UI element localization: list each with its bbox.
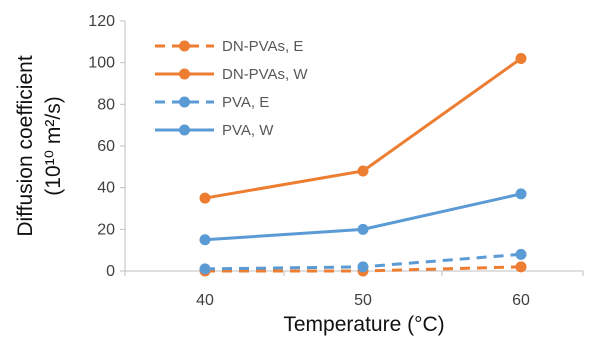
series-pva-e <box>199 248 527 275</box>
legend-label: DN-PVAs, W <box>222 66 308 83</box>
data-point <box>357 223 369 235</box>
legend-swatch-marker <box>179 124 190 136</box>
series-pva-w <box>199 188 527 246</box>
legend: DN-PVAs, E DN-PVAs, W PVA, E PVA, W <box>155 38 308 139</box>
data-point <box>515 248 527 260</box>
y-tick-label: 120 <box>88 13 115 30</box>
x-tick-label: 60 <box>512 292 530 309</box>
series-layer <box>199 53 527 277</box>
y-axis: 0 20 40 60 80 100 120 <box>88 13 126 280</box>
y-tick-label: 20 <box>97 221 115 238</box>
data-point <box>199 192 211 204</box>
y-tick-label: 100 <box>88 55 115 72</box>
legend-label: PVA, W <box>222 122 274 139</box>
legend-item: PVA, W <box>155 122 274 139</box>
data-point <box>515 188 527 200</box>
y-axis-title-line2: (10¹⁰ m²/s) <box>42 96 65 195</box>
y-axis-title-line1: Diffusion coefficient <box>14 55 37 236</box>
x-axis-title: Temperature (°C) <box>283 313 444 336</box>
data-point <box>515 261 527 273</box>
x-axis: 40 50 60 <box>124 270 584 309</box>
legend-label: DN-PVAs, E <box>222 38 303 55</box>
y-tick-label: 40 <box>97 180 115 197</box>
data-point <box>199 234 211 246</box>
legend-item: DN-PVAs, E <box>155 38 303 55</box>
y-tick-label: 60 <box>97 138 115 155</box>
x-tick-label: 50 <box>354 292 372 309</box>
legend-item: DN-PVAs, W <box>155 66 308 83</box>
legend-swatch-marker <box>179 40 190 52</box>
x-tick-label: 40 <box>196 292 214 309</box>
data-point <box>199 263 211 275</box>
data-point <box>357 165 369 177</box>
legend-item: PVA, E <box>155 94 269 111</box>
y-tick-label: 0 <box>106 263 115 280</box>
y-tick-label: 80 <box>97 96 115 113</box>
series-dn-pvas-w <box>199 53 527 204</box>
legend-swatch-marker <box>179 96 190 108</box>
data-point <box>515 53 527 64</box>
legend-label: PVA, E <box>222 94 269 111</box>
data-point <box>357 261 369 273</box>
legend-swatch-marker <box>179 68 190 80</box>
